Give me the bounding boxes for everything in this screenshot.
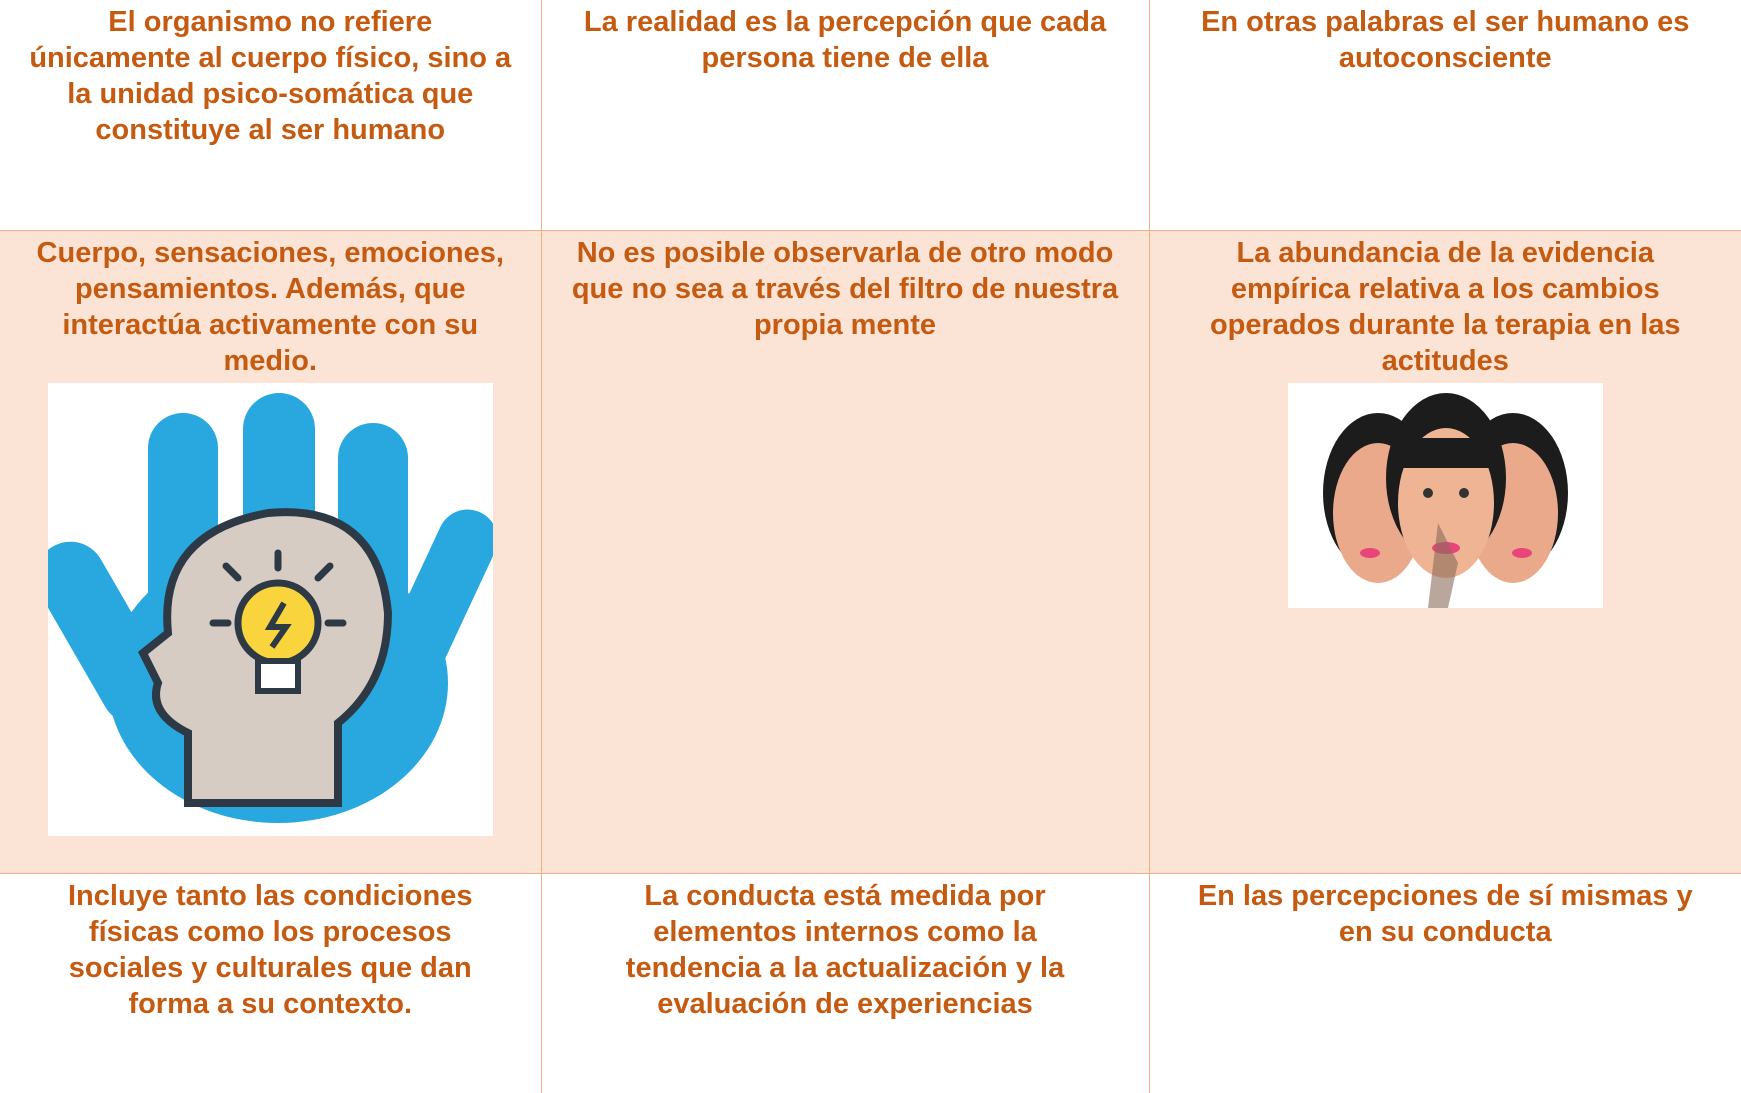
cell-text: Cuerpo, sensaciones, emociones, pensamie… (20, 235, 521, 379)
cell-text: En otras palabras el ser humano es autoc… (1178, 4, 1714, 76)
cell-text: La realidad es la percepción que cada pe… (570, 4, 1121, 76)
cell-text: El organismo no refiere únicamente al cu… (28, 4, 513, 148)
table-cell: El organismo no refiere únicamente al cu… (0, 0, 541, 231)
cell-text: En las percepciones de sí mismas y en su… (1178, 878, 1714, 950)
cell-text: La abundancia de la evidencia empírica r… (1178, 235, 1714, 379)
cell-text: Incluye tanto las condiciones físicas co… (28, 878, 513, 1022)
cell-text: No es posible observarla de otro modo qu… (570, 235, 1121, 343)
table-cell: La realidad es la percepción que cada pe… (541, 0, 1149, 231)
faces-illustration (1288, 383, 1603, 608)
table-row: Incluye tanto las condiciones físicas co… (0, 874, 1741, 1093)
table-cell: La abundancia de la evidencia empírica r… (1149, 231, 1741, 874)
cell-text: La conducta está medida por elementos in… (602, 878, 1089, 1022)
table-cell: En las percepciones de sí mismas y en su… (1149, 874, 1741, 1093)
table-cell: Cuerpo, sensaciones, emociones, pensamie… (0, 231, 541, 874)
table-cell: La conducta está medida por elementos in… (541, 874, 1149, 1093)
table-cell: Incluye tanto las condiciones físicas co… (0, 874, 541, 1093)
table-row: El organismo no refiere únicamente al cu… (0, 0, 1741, 231)
table-cell: En otras palabras el ser humano es autoc… (1149, 0, 1741, 231)
table-cell: No es posible observarla de otro modo qu… (541, 231, 1149, 874)
table-row: Cuerpo, sensaciones, emociones, pensamie… (0, 231, 1741, 874)
hand-head-illustration (48, 383, 493, 836)
